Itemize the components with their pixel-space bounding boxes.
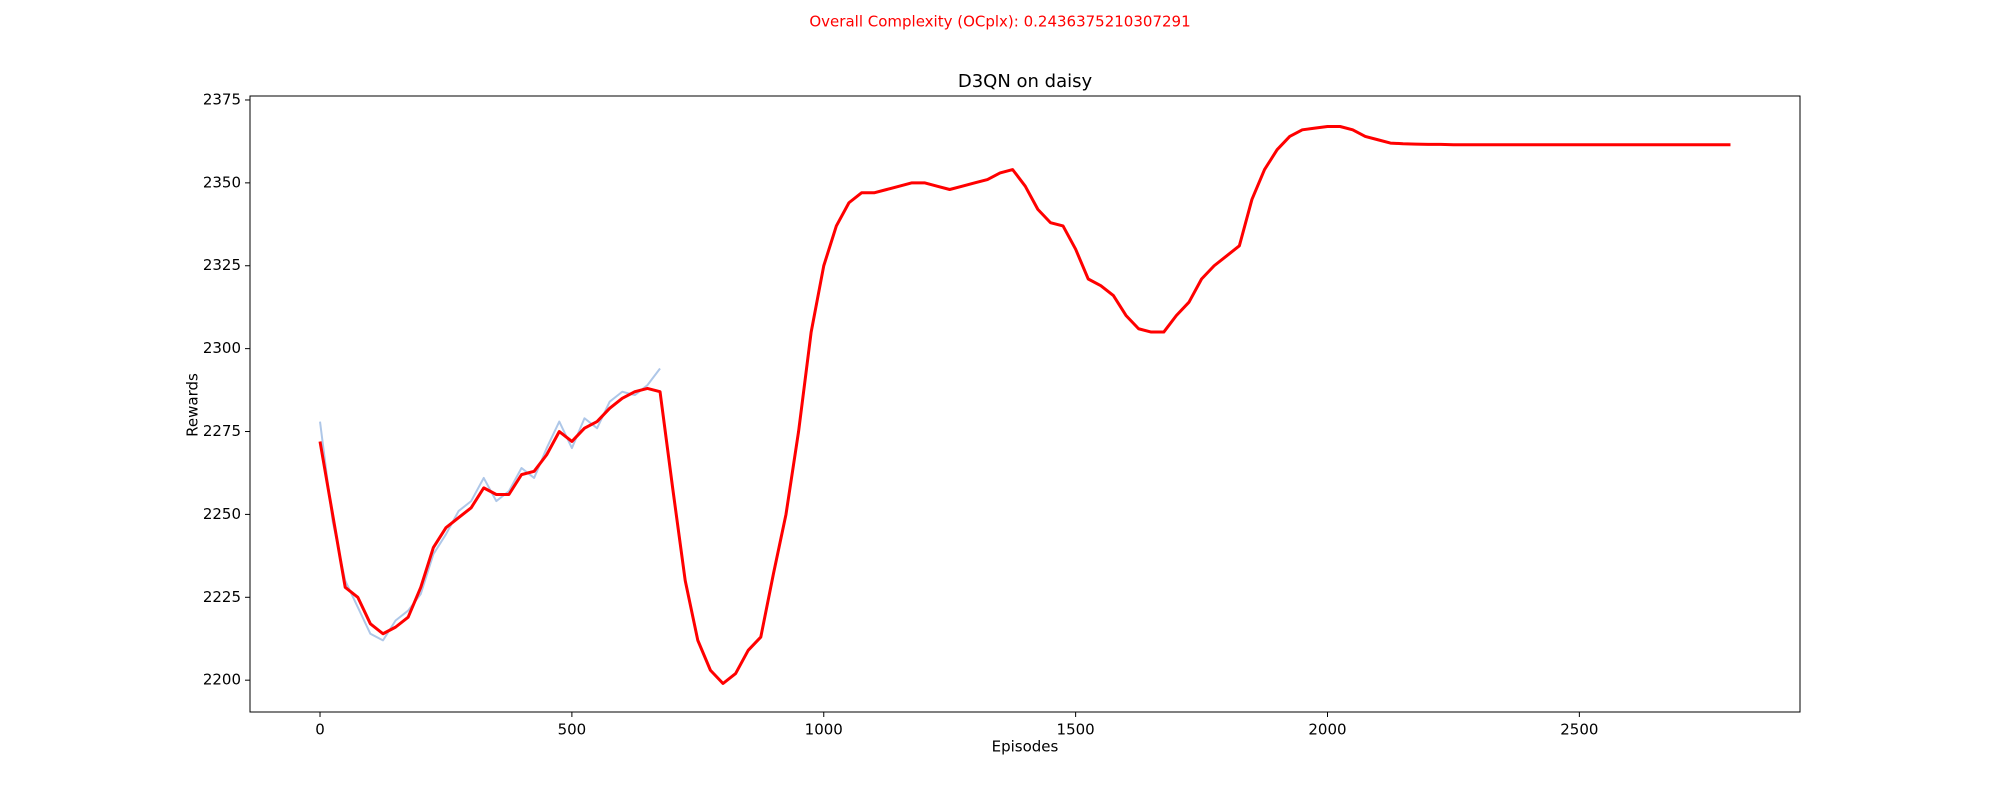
y-tick-label: 2300	[203, 339, 241, 357]
y-tick-label: 2275	[203, 422, 241, 440]
suptitle: Overall Complexity (OCplx): 0.2436375210…	[809, 13, 1190, 31]
y-tick-label: 2375	[203, 90, 241, 108]
y-tick-label: 2350	[203, 173, 241, 191]
chart-title: D3QN on daisy	[958, 71, 1093, 92]
y-tick-label: 2225	[203, 588, 241, 606]
x-tick-label: 1000	[805, 721, 843, 739]
x-tick-label: 500	[558, 721, 587, 739]
y-tick-label: 2325	[203, 256, 241, 274]
y-tick-label: 2250	[203, 505, 241, 523]
x-tick-label: 2000	[1308, 721, 1346, 739]
plot-frame	[249, 95, 1801, 713]
x-tick-label: 0	[315, 721, 325, 739]
x-axis-label: Episodes	[992, 738, 1059, 756]
y-axis-label: Rewards	[184, 373, 202, 437]
x-tick-label: 2500	[1560, 721, 1598, 739]
series-line	[318, 125, 1731, 685]
y-tick-label: 2200	[203, 671, 241, 689]
x-tick-label: 1500	[1057, 721, 1095, 739]
